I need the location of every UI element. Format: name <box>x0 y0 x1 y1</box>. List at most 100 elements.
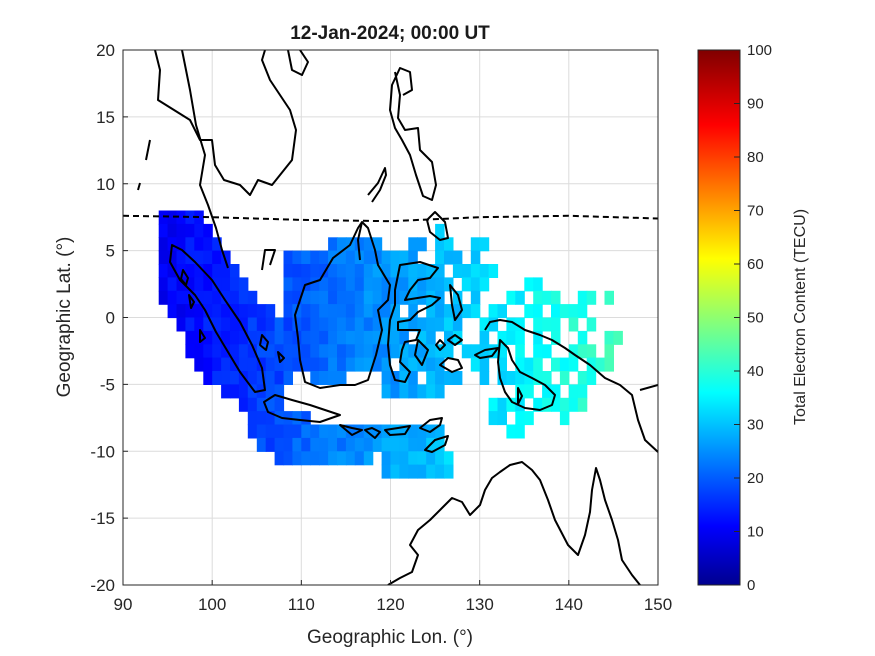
tec-cell <box>256 304 267 319</box>
tec-cell <box>470 290 481 305</box>
tec-cell <box>310 330 320 345</box>
tec-cell <box>568 344 579 359</box>
tec-cell <box>247 290 258 305</box>
tec-cell <box>470 344 481 359</box>
tec-cell <box>256 411 267 426</box>
tec-cell <box>426 464 436 479</box>
tec-cell <box>363 290 374 305</box>
y-tick-label: -5 <box>100 375 115 394</box>
colorbar-tick-label: 90 <box>747 96 764 113</box>
tec-cell <box>577 397 588 412</box>
tec-cell <box>452 264 463 278</box>
tec-cell <box>595 357 606 372</box>
tec-cell <box>158 210 169 225</box>
tec-cell <box>408 277 418 292</box>
tec-cell <box>238 384 249 399</box>
tec-cell <box>337 344 347 359</box>
tec-cell <box>399 290 409 305</box>
tec-cell <box>515 424 525 439</box>
tec-cell <box>381 357 392 372</box>
tec-cell <box>194 317 204 332</box>
chart-title: 12-Jan-2024; 00:00 UT <box>290 23 490 44</box>
tec-cell <box>185 330 195 345</box>
tec-cell <box>194 277 204 292</box>
tec-cell <box>417 237 427 252</box>
tec-cell <box>497 357 507 372</box>
tec-cell <box>265 411 276 426</box>
tec-cell <box>568 397 579 412</box>
x-tick-label: 120 <box>376 595 404 614</box>
tec-cell <box>345 437 356 452</box>
tec-cell <box>319 304 329 319</box>
colorbar-tick-label: 80 <box>747 149 764 166</box>
tec-cell <box>221 357 231 372</box>
tec-cell <box>551 290 561 305</box>
colorbar-tick-label: 30 <box>747 417 764 434</box>
tec-cell <box>354 290 365 305</box>
tec-cell <box>426 357 436 372</box>
tec-cell <box>372 437 383 452</box>
tec-cell <box>274 451 285 466</box>
tec-cell <box>167 264 178 278</box>
tec-cell <box>212 237 222 252</box>
tec-cell <box>426 264 436 278</box>
tec-cell <box>203 237 213 252</box>
tec-cell <box>461 304 472 319</box>
tec-cell <box>256 371 267 385</box>
tec-cell <box>283 437 293 452</box>
tec-cell <box>568 357 579 372</box>
tec-cell <box>158 250 169 265</box>
tec-cell <box>363 264 374 278</box>
tec-cell <box>408 357 418 372</box>
tec-cell <box>604 290 614 305</box>
tec-cell <box>533 344 543 359</box>
tec-cell <box>452 290 463 305</box>
tec-cell <box>203 277 213 292</box>
tec-cell <box>158 237 169 252</box>
tec-cell <box>158 290 169 305</box>
tec-cell <box>328 344 338 359</box>
x-axis-label: Geographic Lon. (°) <box>307 627 473 648</box>
tec-cell <box>586 357 597 372</box>
tec-cell <box>310 264 320 278</box>
tec-cell <box>319 330 329 345</box>
tec-cell <box>310 344 320 359</box>
tec-cell <box>586 371 597 385</box>
tec-cell <box>283 451 293 466</box>
tec-cell <box>417 344 427 359</box>
tec-cell <box>488 411 499 426</box>
tec-cell <box>381 464 392 479</box>
tec-cell <box>408 237 418 252</box>
tec-cell <box>319 451 329 466</box>
tec-cell <box>559 411 570 426</box>
tec-cell <box>176 317 186 332</box>
tec-cell <box>292 424 302 439</box>
tec-cell <box>533 330 543 345</box>
tec-cell <box>381 384 392 399</box>
tec-cell <box>444 344 454 359</box>
tec-cell <box>586 317 597 332</box>
tec-cell <box>372 317 383 332</box>
tec-cell <box>435 223 445 238</box>
tec-cell <box>212 264 222 278</box>
tec-cell <box>238 290 249 305</box>
y-tick-label: 5 <box>106 242 115 261</box>
tec-cell <box>417 384 427 399</box>
tec-cell <box>230 317 240 332</box>
tec-cell <box>408 384 418 399</box>
tec-cell <box>176 250 186 265</box>
tec-cell <box>265 317 276 332</box>
tec-cell <box>506 317 516 332</box>
tec-cell <box>524 411 534 426</box>
tec-cell <box>310 317 320 332</box>
tec-cell <box>604 344 614 359</box>
tec-cell <box>551 330 561 345</box>
tec-cell <box>212 371 222 385</box>
tec-cell <box>488 264 499 278</box>
tec-cell <box>408 344 418 359</box>
tec-cell <box>337 330 347 345</box>
tec-cell <box>194 344 204 359</box>
tec-cell <box>345 304 356 319</box>
y-tick-label: 0 <box>106 309 115 328</box>
